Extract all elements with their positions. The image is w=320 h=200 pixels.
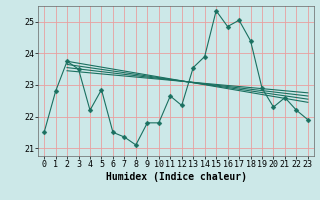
X-axis label: Humidex (Indice chaleur): Humidex (Indice chaleur) bbox=[106, 172, 246, 182]
